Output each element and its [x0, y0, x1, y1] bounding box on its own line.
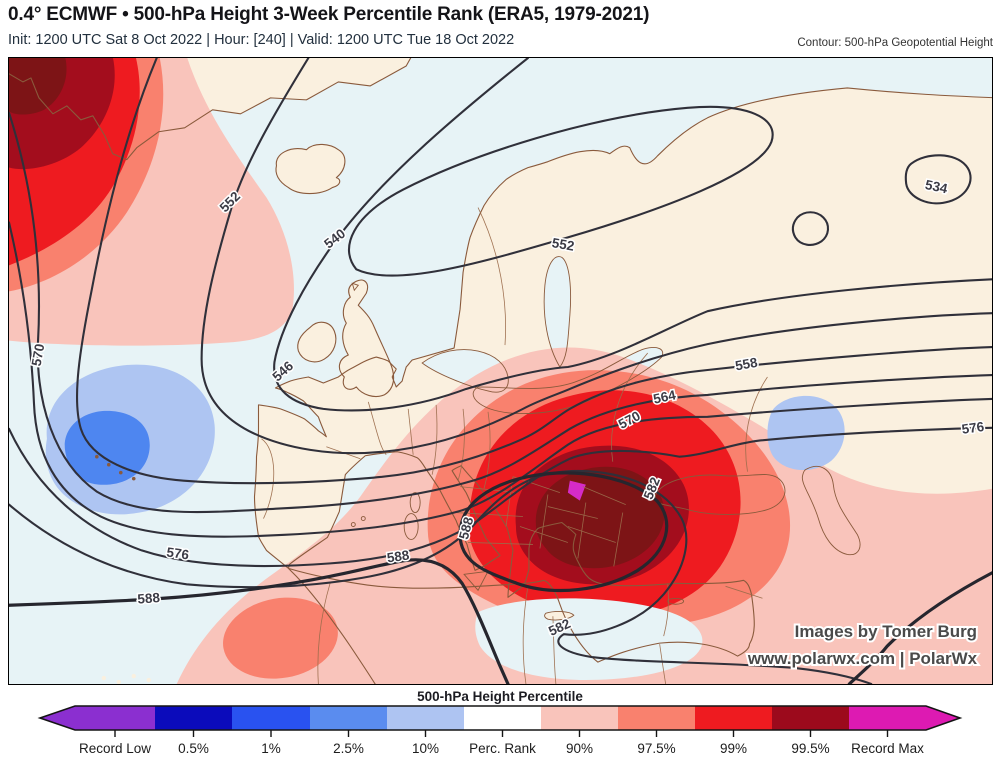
colorbar-outline	[37, 705, 963, 731]
colorbar-title: 500-hPa Height Percentile	[417, 689, 583, 704]
map-canvas: 5345405465525525585645705705765765825825…	[9, 58, 992, 684]
contour-label-588: 588	[386, 547, 411, 565]
colorbar-ticks	[114, 730, 889, 737]
contour-label-534: 534	[924, 177, 950, 196]
colorbar-label: Record Max	[851, 741, 924, 756]
coastlines	[9, 58, 992, 684]
contour-note: Contour: 500-hPa Geopotential Height	[797, 37, 993, 49]
colorbar-segment	[618, 706, 695, 730]
country-borders	[261, 207, 768, 684]
watermark-url: www.polarwx.com | PolarWx	[747, 649, 978, 668]
small-islands	[101, 611, 574, 684]
contour-label-588: 588	[137, 590, 161, 607]
colorbar-label: 97.5%	[637, 741, 675, 756]
contour-lines	[9, 58, 992, 684]
colorbar-segment	[541, 706, 618, 730]
colorbar-segment	[849, 706, 960, 730]
contour-label-570: 570	[29, 343, 48, 368]
colorbar-label: 99%	[720, 741, 747, 756]
colorbar-label: 0.5%	[178, 741, 209, 756]
colorbar-label: Record Low	[79, 741, 151, 756]
colorbar-label: 1%	[261, 741, 281, 756]
colorbar-segment	[387, 706, 464, 730]
contour-label-576: 576	[166, 545, 190, 563]
weather-map: 534 540 546 552 552 558 564 570 570 576 576 582 582 5…	[8, 57, 993, 685]
colorbar-segments	[40, 706, 960, 730]
colorbar-segment	[310, 706, 387, 730]
colorbar-label: Perc. Rank	[469, 741, 536, 756]
contour-label-552: 552	[551, 235, 576, 254]
colorbar-segment	[40, 706, 155, 730]
colorbar-segment	[464, 706, 541, 730]
colorbar-segment	[772, 706, 849, 730]
colorbar: 500-hPa Height Percentile Record Low 0.5%…	[0, 688, 1001, 768]
colorbar-label: 99.5%	[791, 741, 829, 756]
colorbar-label: 90%	[566, 741, 593, 756]
colorbar-canvas: 500-hPa Height Percentile Record Low 0.5%…	[37, 689, 963, 756]
colorbar-label: 10%	[412, 741, 439, 756]
init-valid-subtitle: Init: 1200 UTC Sat 8 Oct 2022 | Hour: [2…	[8, 32, 515, 48]
colorbar-segment	[232, 706, 310, 730]
colorbar-segment	[155, 706, 232, 730]
watermark-credit: Images by Tomer Burg	[795, 622, 977, 641]
colorbar-labels: Record Low 0.5% 1% 2.5% 10% Perc. Rank 90% 97.5…	[79, 741, 924, 756]
contour-label-558: 558	[734, 355, 759, 374]
page-title: 0.4° ECMWF • 500-hPa Height 3-Week Perce…	[8, 4, 650, 25]
contour-label-564: 564	[652, 387, 678, 406]
contour-label-576: 576	[961, 419, 985, 437]
colorbar-label: 2.5%	[333, 741, 364, 756]
colorbar-segment	[695, 706, 772, 730]
